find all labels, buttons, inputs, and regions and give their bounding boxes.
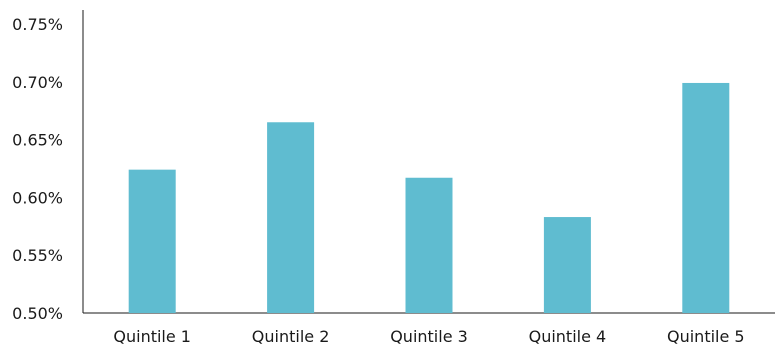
y-tick-label: 0.70%: [12, 73, 63, 92]
y-tick-label: 0.65%: [12, 131, 63, 150]
bar: [267, 122, 315, 313]
bar: [405, 177, 453, 313]
x-category-label: Quintile 4: [529, 327, 607, 346]
x-category-label: Quintile 2: [252, 327, 330, 346]
x-category-label: Quintile 5: [667, 327, 745, 346]
y-tick-label: 0.75%: [12, 15, 63, 34]
y-tick-label: 0.50%: [12, 304, 63, 323]
bar: [128, 169, 176, 313]
x-category-label: Quintile 1: [113, 327, 191, 346]
bar: [682, 82, 730, 314]
y-tick-label: 0.60%: [12, 188, 63, 207]
y-axis-ticks: 0.50% 0.55% 0.60% 0.65% 0.70% 0.75%: [12, 15, 63, 323]
x-axis-labels: Quintile 1 Quintile 2 Quintile 3 Quintile 4…: [113, 327, 744, 346]
x-category-label: Quintile 3: [390, 327, 468, 346]
bar: [543, 217, 591, 313]
y-tick-label: 0.55%: [12, 246, 63, 265]
bars: [128, 82, 730, 314]
